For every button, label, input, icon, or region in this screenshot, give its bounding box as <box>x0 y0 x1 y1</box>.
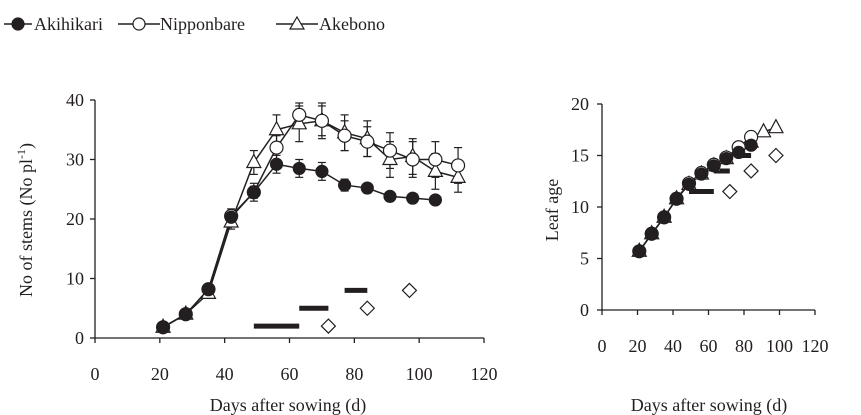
y-tick-label: 0 <box>580 300 589 320</box>
point-nipponbare <box>382 143 398 158</box>
diamond-marker <box>401 282 418 299</box>
point-akihikari <box>247 185 261 199</box>
point-akebono <box>381 150 398 166</box>
point-akihikari <box>360 181 374 195</box>
x-tick-label: 80 <box>735 336 753 356</box>
diamond-marker <box>743 163 759 179</box>
x-tick-label: 40 <box>216 364 234 384</box>
legend: Akihikari Nipponbare Akebono <box>4 14 385 34</box>
point-akihikari <box>732 145 746 160</box>
panel2-xlabel: Days after sowing (d) <box>631 395 787 415</box>
point-akebono <box>755 122 772 138</box>
y-tick-label: 20 <box>66 209 84 229</box>
series-line-akihikari <box>162 163 436 328</box>
point-nipponbare <box>405 152 420 167</box>
point-nipponbare <box>337 128 352 143</box>
x-tick-label: 100 <box>766 336 793 356</box>
y-tick-label: 5 <box>580 249 589 269</box>
point-akebono <box>245 153 262 169</box>
y-tick-label: 30 <box>66 150 84 170</box>
point-akebono <box>427 162 444 177</box>
x-tick-label: 80 <box>345 364 363 384</box>
point-akihikari <box>201 282 216 296</box>
open-triangle-icon <box>288 15 306 30</box>
y-tick-label: 15 <box>571 146 589 166</box>
point-akihikari <box>406 191 420 205</box>
point-akihikari <box>719 151 733 166</box>
point-akihikari <box>669 192 684 206</box>
point-nipponbare <box>428 152 443 167</box>
point-akihikari <box>224 210 238 224</box>
point-akebono <box>291 114 308 130</box>
point-nipponbare <box>450 158 466 173</box>
point-nipponbare <box>292 107 307 122</box>
point-akebono <box>767 118 784 134</box>
y-tick-label: 10 <box>571 197 589 217</box>
legend-label-akihikari: Akihikari <box>34 14 103 34</box>
point-akihikari <box>179 307 193 321</box>
legend-item-akihikari: Akihikari <box>4 14 103 34</box>
point-akebono <box>450 168 467 183</box>
leaf-age-chart: 0 5 10 15 20 0 20 40 60 80 100 120 <box>571 94 829 356</box>
x-tick-label: 120 <box>471 364 498 384</box>
point-akihikari <box>744 138 758 152</box>
diamond-marker <box>359 300 376 317</box>
x-tick-label: 20 <box>629 336 647 356</box>
x-tick-label: 0 <box>91 364 100 384</box>
point-akihikari <box>682 177 696 191</box>
point-akihikari <box>292 161 306 176</box>
legend-label-nipponbare: Nipponbare <box>160 14 245 34</box>
diamond-marker <box>721 183 738 200</box>
x-tick-label: 120 <box>802 336 829 356</box>
point-akihikari <box>338 178 352 192</box>
x-tick-label: 60 <box>281 364 299 384</box>
x-tick-label: 60 <box>700 336 718 356</box>
point-nipponbare <box>360 134 375 149</box>
point-akihikari <box>657 210 671 224</box>
diamond-marker <box>320 318 337 334</box>
point-akihikari <box>383 189 397 203</box>
x-tick-label: 0 <box>598 336 607 356</box>
panel1-ylabel: No of stems (No pl-1) <box>14 143 37 297</box>
x-tick-label: 20 <box>151 364 169 384</box>
stems-chart: 0 10 20 30 40 0 20 40 60 80 100 120 <box>66 90 498 384</box>
open-circle-icon <box>132 17 146 31</box>
point-akihikari <box>694 167 709 181</box>
legend-item-nipponbare: Nipponbare <box>118 14 245 34</box>
point-akihikari <box>315 164 329 178</box>
y-tick-label: 10 <box>66 269 84 289</box>
diamond-marker <box>768 147 784 164</box>
y-tick-label: 20 <box>571 94 589 114</box>
x-tick-label: 40 <box>664 336 682 356</box>
point-akihikari <box>645 227 659 241</box>
panel1-xlabel: Days after sowing (d) <box>210 395 366 415</box>
point-akihikari <box>269 157 284 171</box>
point-akihikari <box>707 159 721 173</box>
point-akihikari <box>156 320 170 334</box>
legend-item-akebono: Akebono <box>276 14 385 34</box>
y-tick-label: 40 <box>66 90 84 110</box>
legend-label-akebono: Akebono <box>319 14 385 34</box>
x-tick-label: 100 <box>406 364 433 384</box>
point-nipponbare <box>269 140 284 155</box>
point-nipponbare <box>314 113 330 128</box>
point-akihikari <box>632 244 646 258</box>
y-tick-label: 0 <box>75 328 84 348</box>
panel2-ylabel: Leaf age <box>542 179 562 241</box>
point-akihikari <box>428 193 442 207</box>
filled-circle-icon <box>11 17 25 31</box>
point-akebono <box>268 120 285 136</box>
